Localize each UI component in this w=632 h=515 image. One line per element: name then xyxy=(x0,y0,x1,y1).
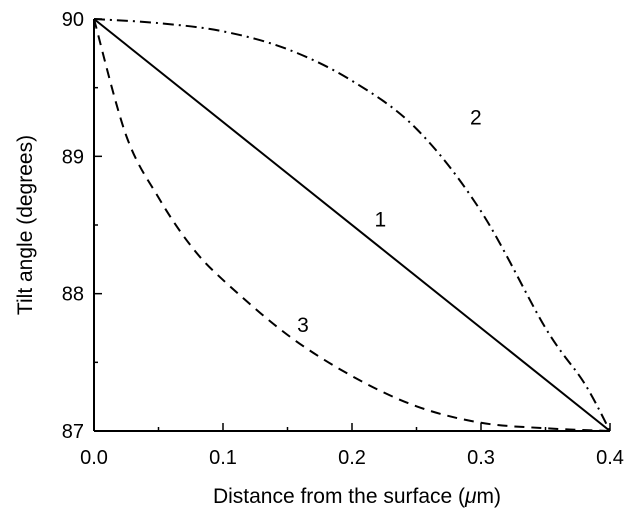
x-tick-label: 0.4 xyxy=(596,447,624,469)
y-axis-title: Tilt angle (degrees) xyxy=(14,135,37,315)
x-tick-label: 0.0 xyxy=(80,447,108,469)
series-3-label: 3 xyxy=(297,314,309,337)
y-tick-label: 90 xyxy=(62,9,84,31)
series-layer xyxy=(93,18,611,432)
x-axis-title: Distance from the surface (μm) xyxy=(213,485,501,508)
x-axis-title-unit: μ xyxy=(464,485,477,508)
series-1-label: 1 xyxy=(375,208,387,231)
curve-labels: 1 2 3 xyxy=(297,107,482,337)
series-1-line xyxy=(93,18,611,432)
x-tick-label: 0.3 xyxy=(467,447,495,469)
series-3-line xyxy=(93,18,611,432)
series-2-label: 2 xyxy=(470,107,482,130)
y-tick-label: 88 xyxy=(62,284,84,306)
x-tick-label: 0.2 xyxy=(338,447,366,469)
y-tick-label: 87 xyxy=(62,421,84,443)
series-2-line xyxy=(93,18,611,432)
y-tick-label: 89 xyxy=(62,146,84,168)
x-tick-label: 0.1 xyxy=(209,447,237,469)
axis-ticks: 0.0 0.1 0.2 0.3 0.4 87 88 89 90 xyxy=(62,9,624,469)
x-axis-title-prefix: Distance from the surface ( xyxy=(213,485,465,508)
x-axis-title-suffix: m) xyxy=(477,485,502,508)
